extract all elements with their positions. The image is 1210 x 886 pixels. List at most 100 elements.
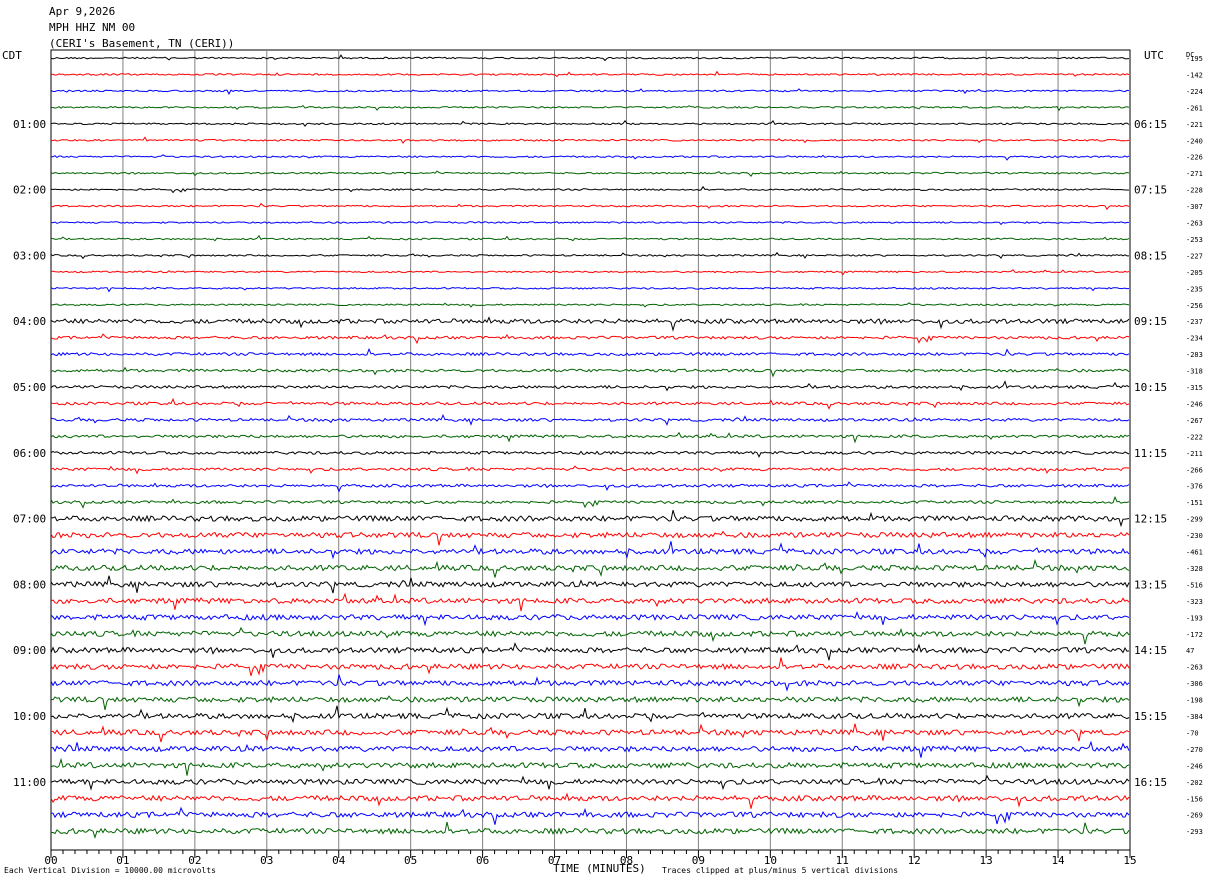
x-tick-label: 07 — [548, 854, 561, 867]
dc-offset-label: -376 — [1186, 483, 1203, 491]
seismic-trace — [50, 575, 1130, 594]
dc-offset-label: -70 — [1186, 729, 1199, 737]
seismic-trace — [50, 234, 1130, 242]
utc-hour-label: 15:15 — [1134, 710, 1167, 723]
dc-offset-label: -222 — [1186, 433, 1203, 441]
plot-frame — [50, 49, 1131, 851]
dc-column-label: DC — [1186, 51, 1194, 59]
dc-offset-label: -323 — [1186, 598, 1203, 606]
seismic-trace — [50, 592, 1130, 612]
dc-offset-label: -240 — [1186, 137, 1203, 145]
dc-offset-label: -221 — [1186, 121, 1203, 129]
cdt-hour-label: 06:00 — [13, 447, 46, 460]
utc-hour-label: 12:15 — [1134, 513, 1167, 526]
dc-offset-label: -224 — [1186, 88, 1203, 96]
seismic-trace — [50, 792, 1130, 809]
dc-offset-label: -283 — [1186, 351, 1203, 359]
x-tick-label: 01 — [116, 854, 129, 867]
seismic-trace — [50, 397, 1130, 410]
x-tick-label: 04 — [332, 854, 346, 867]
seismic-trace — [50, 170, 1130, 178]
seismic-trace — [50, 450, 1130, 458]
seismic-trace — [50, 626, 1130, 645]
date-label: Apr 9,2026 — [49, 5, 116, 18]
dc-offset-label: -234 — [1186, 335, 1203, 343]
seismic-trace — [50, 657, 1130, 677]
dc-offset-label: -267 — [1186, 417, 1203, 425]
seismic-trace — [50, 530, 1130, 546]
dc-offset-label: -172 — [1186, 631, 1203, 639]
x-tick-label: 06 — [476, 854, 489, 867]
seismic-trace — [50, 481, 1130, 493]
seismic-trace — [50, 333, 1130, 345]
seismic-trace — [50, 740, 1130, 758]
x-tick-label: 02 — [188, 854, 201, 867]
utc-hour-label: 06:15 — [1134, 118, 1167, 131]
seismic-trace — [50, 251, 1129, 260]
dc-offset-label: -461 — [1186, 549, 1203, 557]
seismic-trace — [50, 380, 1130, 392]
dc-offset-label: -266 — [1186, 466, 1203, 474]
dc-offset-label: -318 — [1186, 368, 1203, 376]
seismic-trace — [50, 757, 1130, 776]
dc-offset-label: -142 — [1186, 71, 1203, 79]
utc-hour-label: 07:15 — [1134, 184, 1167, 197]
seismic-trace — [50, 70, 1130, 78]
cdt-hour-label: 05:00 — [13, 381, 46, 394]
x-tick-label: 08 — [620, 854, 633, 867]
dc-offset-label: -198 — [1186, 697, 1203, 705]
cdt-hour-label: 07:00 — [13, 513, 46, 526]
seismic-trace — [50, 154, 1130, 161]
utc-hour-label: 14:15 — [1134, 644, 1167, 657]
dc-offset-label: -270 — [1186, 746, 1203, 754]
scale-note: Each Vertical Division = 10000.00 microv… — [4, 866, 216, 875]
plot-header: Apr 9,2026 MPH HHZ NM 00 (CERI's Basemen… — [49, 4, 234, 52]
cdt-hour-label: 09:00 — [13, 644, 46, 657]
dc-offset-label: -237 — [1186, 318, 1203, 326]
dc-offset-label: -202 — [1186, 779, 1203, 787]
dc-offset-label: -235 — [1186, 285, 1203, 293]
dc-offset-label: -293 — [1186, 828, 1203, 836]
seismic-trace — [50, 541, 1130, 560]
seismic-trace — [50, 366, 1130, 378]
x-tick-label: 12 — [908, 854, 921, 867]
dc-offset-label: -211 — [1186, 450, 1203, 458]
seismic-trace — [50, 269, 1130, 276]
dc-offset-label: -253 — [1186, 236, 1203, 244]
seismic-trace — [50, 558, 1130, 578]
seismic-trace — [50, 705, 1130, 724]
location-label: (CERI's Basement, TN (CERI)) — [49, 37, 235, 50]
dc-offset-label: -246 — [1186, 762, 1203, 770]
dc-offset-label: -227 — [1186, 252, 1203, 260]
cdt-hour-label: 01:00 — [13, 118, 46, 131]
seismic-trace — [50, 220, 1130, 226]
seismic-trace — [50, 642, 1130, 661]
right-timezone-label: UTC — [1144, 49, 1164, 62]
dc-offset-label: -271 — [1186, 170, 1203, 178]
dc-offset-label: -516 — [1186, 581, 1203, 589]
dc-offset-label: -151 — [1186, 499, 1203, 507]
dc-offset-label: -299 — [1186, 516, 1203, 524]
x-tick-label: 00 — [44, 854, 57, 867]
dc-offset-label: -195 — [1186, 55, 1203, 63]
seismic-trace — [50, 413, 1130, 426]
dc-offset-label: -193 — [1186, 614, 1203, 622]
seismic-trace — [50, 286, 1130, 293]
dc-offset-label: -228 — [1186, 187, 1203, 195]
seismic-trace — [50, 806, 1130, 825]
left-timezone-label: CDT — [2, 49, 22, 62]
seismic-trace — [50, 610, 1130, 627]
utc-hour-label: 16:15 — [1134, 776, 1167, 789]
seismic-trace — [51, 104, 1130, 112]
utc-hour-label: 11:15 — [1134, 447, 1167, 460]
dc-offset-label: -328 — [1186, 565, 1203, 573]
dc-offset-label: -269 — [1186, 812, 1203, 820]
seismic-trace — [50, 119, 1130, 127]
seismic-trace — [50, 316, 1130, 332]
x-tick-label: 09 — [692, 854, 705, 867]
x-tick-label: 15 — [1123, 854, 1136, 867]
dc-offset-label: -263 — [1186, 220, 1203, 228]
utc-hour-label: 08:15 — [1134, 249, 1167, 262]
cdt-hour-label: 02:00 — [13, 184, 46, 197]
